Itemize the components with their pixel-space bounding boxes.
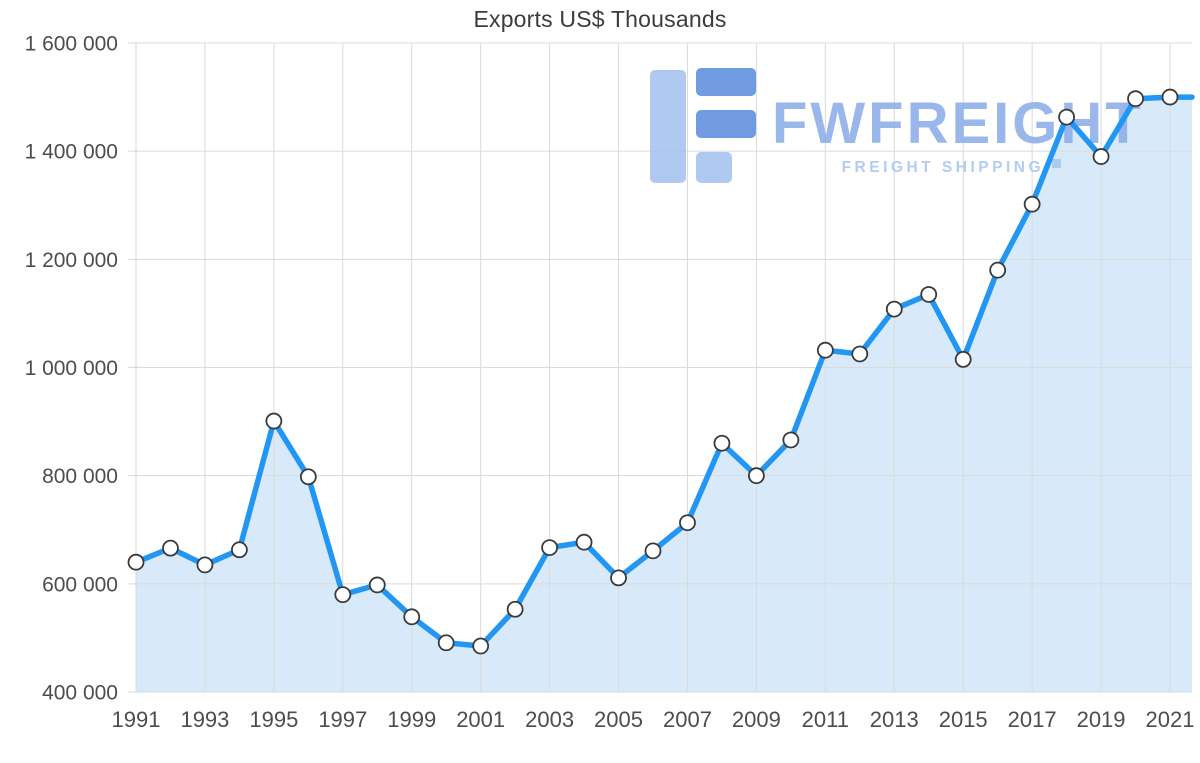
data-point-marker: [610, 569, 627, 587]
logo-bar-top: [696, 68, 756, 96]
y-tick-label: 400 000: [42, 682, 118, 705]
data-point-marker: [368, 576, 386, 594]
watermark-brand-text: FWFREIGHT: [772, 91, 1144, 156]
logo-bar-vertical: [650, 70, 686, 183]
exports-line: [133, 94, 1195, 649]
data-point-marker: [1161, 88, 1179, 106]
x-tick-label: 2009: [732, 707, 781, 732]
data-point-marker: [851, 345, 869, 363]
data-point-marker: [920, 286, 938, 303]
data-point-marker: [575, 533, 593, 551]
line-layer: [133, 94, 1195, 649]
data-point-marker: [230, 541, 248, 559]
x-tick-label: 1993: [180, 707, 229, 732]
data-point-marker: [472, 637, 490, 655]
x-tick-label: 2019: [1077, 707, 1126, 732]
y-tick-label: 600 000: [42, 573, 118, 596]
x-tick-label: 1991: [112, 707, 161, 732]
data-point-marker: [1092, 148, 1110, 165]
data-point-marker: [403, 608, 421, 626]
markers-layer: [127, 88, 1179, 655]
data-point-marker: [1127, 90, 1144, 108]
y-tick-label: 800 000: [42, 465, 118, 488]
x-tick-label: 2021: [1146, 707, 1195, 732]
y-tick-label: 1 200 000: [25, 249, 118, 272]
x-tick-label: 1999: [387, 707, 436, 732]
data-point-marker: [299, 468, 317, 486]
x-tick-label: 2005: [594, 707, 643, 732]
x-tick-label: 2001: [456, 707, 505, 732]
data-point-marker: [885, 300, 903, 318]
data-point-marker: [782, 431, 800, 449]
x-tick-label: 2011: [802, 707, 849, 732]
watermark-tagline-bullet: [1052, 159, 1061, 168]
data-point-marker: [644, 542, 662, 560]
x-tick-label: 2003: [525, 707, 574, 732]
data-point-marker: [162, 539, 179, 557]
gridlines-layer: [128, 42, 1192, 693]
data-point-marker: [816, 341, 834, 359]
data-point-marker: [506, 600, 524, 618]
x-tick-label: 1995: [249, 707, 298, 732]
data-point-marker: [1058, 108, 1075, 126]
area-fill-layer: [136, 97, 1192, 693]
y-tick-label: 1 000 000: [25, 357, 118, 380]
y-tick-label: 1 400 000: [25, 141, 118, 164]
y-tick-label: 1 600 000: [25, 33, 118, 56]
data-point-marker: [334, 586, 352, 604]
logo-bar-middle: [696, 110, 756, 138]
data-point-marker: [265, 412, 283, 430]
area-fill: [136, 97, 1192, 693]
x-tick-label: 2017: [1008, 707, 1057, 732]
data-point-marker: [196, 556, 214, 574]
data-point-marker: [437, 634, 455, 652]
data-point-marker: [541, 539, 558, 556]
chart-title: Exports US$ Thousands: [473, 6, 727, 32]
x-tick-label: 2015: [939, 707, 988, 732]
x-tick-label: 2013: [870, 707, 919, 732]
data-point-marker: [1023, 195, 1041, 213]
logo-bar-bottom: [696, 152, 732, 183]
data-point-marker: [679, 514, 696, 532]
data-point-marker: [713, 434, 731, 452]
x-tick-label: 1997: [318, 707, 367, 732]
x-tick-label: 2007: [663, 707, 712, 732]
data-point-marker: [127, 553, 145, 571]
data-point-marker: [989, 261, 1007, 279]
watermark-tagline-text: FREIGHT SHIPPING: [842, 159, 1044, 176]
data-point-marker: [748, 467, 765, 485]
fwfreight-watermark: FWFREIGHT FREIGHT SHIPPING: [650, 68, 1144, 183]
data-point-marker: [954, 350, 972, 368]
fwfreight-logo-icon: [650, 68, 756, 183]
axis-ticks-layer: 400 000 600 000 800 000 1 000 000 1 200 000 1…: [25, 33, 1195, 733]
